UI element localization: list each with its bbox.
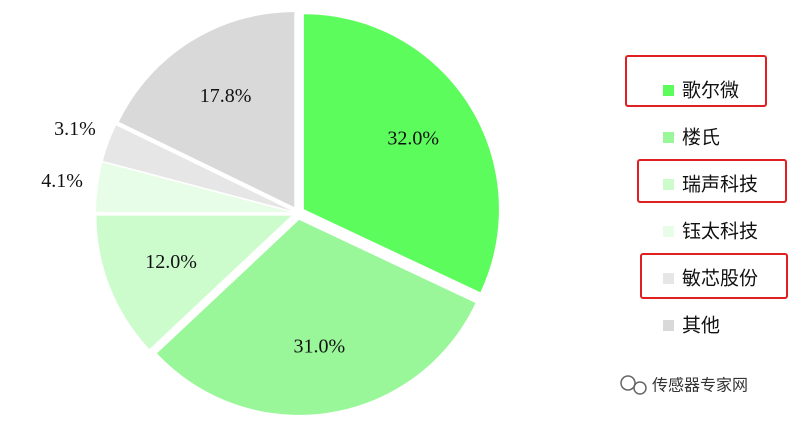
highlight-box xyxy=(640,253,788,299)
pie-slice xyxy=(102,125,292,211)
highlight-box xyxy=(637,159,787,203)
legend-highlights xyxy=(625,55,788,299)
legend-swatch xyxy=(663,132,674,143)
value-label: 31.0% xyxy=(294,335,346,357)
legend-label: 楼氏 xyxy=(682,127,720,149)
pie-slice xyxy=(96,215,292,350)
pie-slice xyxy=(118,12,295,208)
value-label: 3.1% xyxy=(54,118,96,140)
highlight-box xyxy=(625,55,767,107)
legend-swatch xyxy=(663,179,674,190)
legend-label: 其他 xyxy=(682,315,720,337)
legend-swatch xyxy=(663,226,674,237)
pie-slice xyxy=(303,14,499,293)
legend-label: 歌尔微 xyxy=(682,80,739,102)
watermark: 传感器专家网 xyxy=(652,376,748,395)
watermark-icon xyxy=(620,375,647,395)
value-label: 4.1% xyxy=(41,170,83,192)
pie-slice xyxy=(96,162,292,213)
value-label: 17.8% xyxy=(200,85,252,107)
value-label: 12.0% xyxy=(145,251,197,273)
legend-swatch xyxy=(663,320,674,331)
pie-slice xyxy=(156,219,476,415)
value-label: 32.0% xyxy=(387,127,439,149)
legend-label: 敏芯股份 xyxy=(682,268,758,290)
legend-label: 钰太科技 xyxy=(682,221,758,243)
legend-swatch xyxy=(663,273,674,284)
legend-label: 瑞声科技 xyxy=(682,174,758,196)
legend-swatch xyxy=(663,85,674,96)
